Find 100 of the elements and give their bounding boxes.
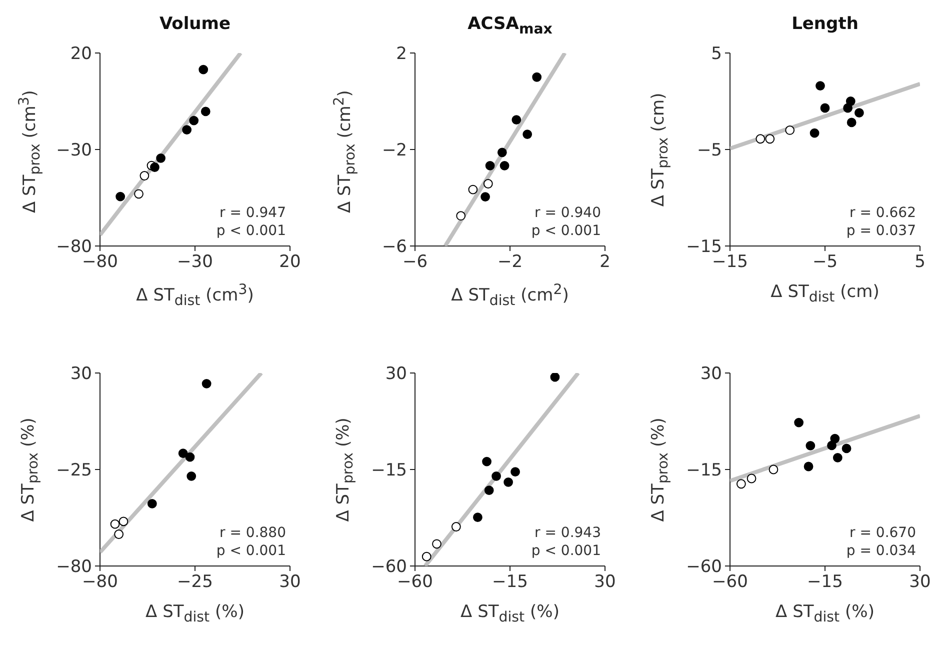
point [827,440,836,450]
point [820,103,830,113]
point [189,116,199,126]
annotation: r = 0.662 [848,204,916,222]
x-tick-label: 5 [914,252,926,272]
point [150,162,160,172]
y-tick-label: 2 [396,44,407,64]
point [843,103,852,113]
annotation: r = 0.880 [218,524,286,542]
point [500,160,510,170]
y-tick-label: −80 [56,237,92,258]
point [832,453,842,462]
x-tick-label: −15 [807,572,843,592]
point [497,148,507,158]
point [756,134,766,144]
point [422,552,432,562]
point [504,477,514,487]
x-tick-label: 30 [594,572,616,592]
point [198,64,208,74]
chart-title: ACSA$_{max}$ [466,14,554,38]
x-tick-label: 20 [279,252,301,272]
point [110,519,120,529]
y-tick-label: −25 [56,460,92,481]
x-axis-title: Δ ST$_{dist}$ (cm) [770,282,880,306]
point [830,434,840,444]
x-axis-title: Δ ST$_{dist}$ (cm$^{2}$) [450,282,570,310]
annotation: r = 0.670 [848,524,916,542]
point [468,184,478,194]
point [185,452,195,462]
point [186,471,196,481]
x-tick-label: 2 [600,252,610,272]
y-tick-label: 20 [70,44,92,64]
x-axis-title: Δ ST$_{dist}$ (%) [144,602,246,626]
x-axis-title: Δ ST$_{dist}$ (%) [460,602,560,626]
point [147,499,157,508]
point [510,467,520,477]
point [480,192,490,202]
point [116,192,126,202]
x-axis-title: Δ ST$_{dist}$ (%) [774,602,876,626]
x-tick-label: −15 [492,572,528,592]
point [854,108,864,118]
point [178,448,188,458]
y-tick-label: −15 [371,460,407,481]
chart-title: Volume [158,14,232,34]
point [114,530,124,539]
point [804,462,814,472]
point [484,486,494,495]
y-tick-label: 30 [700,364,722,384]
y-tick-label: −60 [371,557,407,578]
y-tick-label: 5 [711,44,722,64]
chart-title: Length [790,14,860,34]
point [482,456,492,466]
y-tick-label: −15 [686,460,722,481]
x-tick-label: −2 [497,252,523,272]
point [483,179,493,188]
annotation: r = 0.943 [534,524,601,542]
point [473,512,482,522]
point [810,128,820,138]
y-tick-label: 30 [385,364,407,384]
point [816,81,825,91]
annotation: p = 0.034 [846,542,916,560]
point [785,126,795,135]
point [118,516,128,526]
annotation: r = 0.947 [218,204,286,222]
point [456,211,466,221]
x-axis-title: Δ ST$_{dist}$ (cm$^{3}$) [135,282,255,310]
x-tick-label: −30 [177,252,213,272]
point [134,189,144,199]
point [200,106,210,116]
annotation: r = 0.940 [534,204,601,222]
point [432,539,442,549]
point [156,153,166,163]
point [842,444,852,454]
y-tick-label: −60 [686,557,722,578]
annotation: p < 0.001 [531,542,601,560]
annotation: p = 0.037 [846,222,916,240]
point [522,130,532,139]
annotation: p < 0.001 [216,222,286,240]
point [140,171,150,180]
point [768,464,778,474]
point [765,134,775,144]
y-tick-label: −2 [382,140,407,161]
x-tick-label: −25 [177,572,213,592]
x-tick-label: 30 [909,572,931,592]
y-tick-label: −80 [56,557,92,578]
y-tick-label: −30 [56,140,92,161]
point [492,471,501,481]
point [846,118,856,128]
point [182,125,192,135]
point [806,440,816,450]
y-tick-label: −15 [686,237,722,258]
point [532,72,542,82]
y-tick-label: 30 [70,364,92,384]
point [746,474,756,484]
annotation: p < 0.001 [531,222,601,240]
point [451,522,461,532]
point [794,418,804,428]
point [485,160,495,170]
point [550,373,560,382]
x-tick-label: 30 [279,572,301,592]
